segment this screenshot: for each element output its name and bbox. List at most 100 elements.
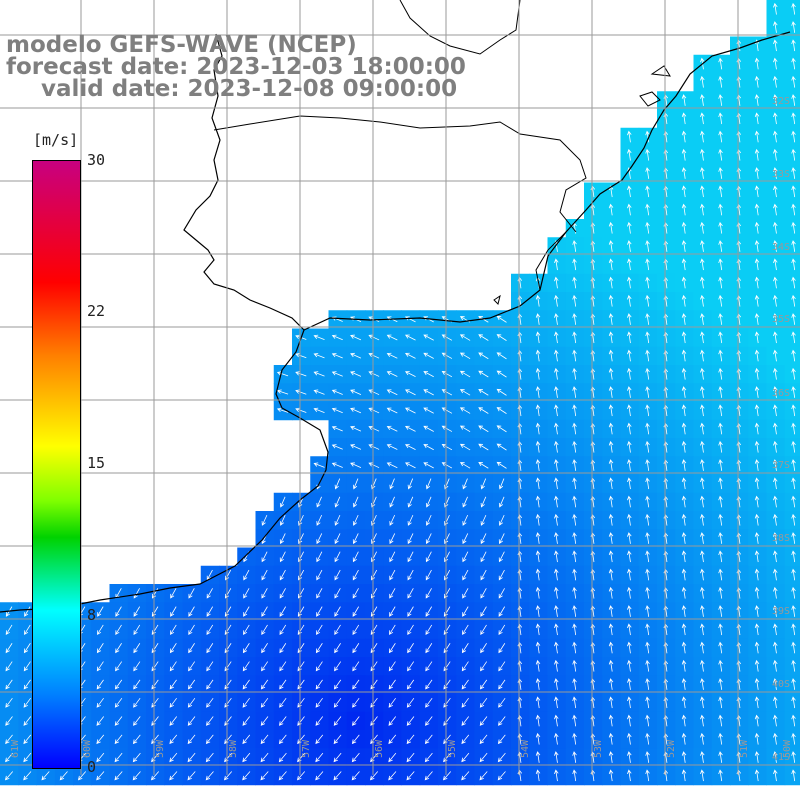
wind-arrow xyxy=(645,568,650,581)
wind-arrow xyxy=(681,440,687,453)
wind-arrow xyxy=(133,716,141,726)
wind-arrow xyxy=(459,407,471,414)
colorbar-tick: 0 xyxy=(87,758,97,776)
wind-arrow xyxy=(681,568,687,581)
wind-arrow xyxy=(334,606,341,617)
wind-arrow xyxy=(700,422,705,435)
wind-arrow xyxy=(681,751,687,763)
wind-arrow xyxy=(535,477,541,490)
wind-arrow xyxy=(334,514,341,526)
wind-arrow xyxy=(480,514,487,526)
wind-arrow xyxy=(96,643,104,654)
wind-arrow xyxy=(407,643,414,654)
wind-arrow xyxy=(459,443,471,451)
wind-arrow xyxy=(261,569,268,581)
wind-arrow xyxy=(754,769,760,782)
border-path xyxy=(213,0,587,233)
wind-arrow xyxy=(700,495,705,508)
wind-arrow xyxy=(608,386,614,398)
wind-arrow xyxy=(316,514,323,526)
wind-arrow xyxy=(478,407,489,414)
wind-arrow xyxy=(535,495,541,508)
wind-arrow xyxy=(333,716,342,726)
wind-arrow xyxy=(407,606,414,617)
wind-arrow xyxy=(406,716,415,726)
wind-arrow xyxy=(791,386,796,398)
wind-arrow xyxy=(791,21,796,33)
wind-arrow xyxy=(681,696,687,709)
wind-arrow xyxy=(645,258,650,271)
wind-arrow xyxy=(114,697,123,708)
wind-arrow xyxy=(645,641,650,654)
wind-arrow xyxy=(386,371,398,377)
wind-arrow xyxy=(350,389,362,395)
wind-arrow xyxy=(352,606,360,617)
wind-arrow xyxy=(718,57,723,70)
wind-arrow xyxy=(535,440,541,453)
wind-arrow xyxy=(754,477,760,490)
wind-arrow xyxy=(773,623,778,636)
wind-arrow xyxy=(170,624,177,636)
wind-arrow xyxy=(608,367,614,380)
wind-arrow xyxy=(681,459,687,471)
wind-arrow xyxy=(645,148,650,161)
wind-arrow xyxy=(773,714,778,727)
wind-arrow xyxy=(554,751,559,763)
wind-arrow xyxy=(773,440,778,453)
wind-arrow xyxy=(608,313,614,325)
wind-arrow xyxy=(754,313,760,325)
wind-arrow xyxy=(480,569,487,581)
wind-arrow xyxy=(754,276,760,289)
wind-arrow xyxy=(645,221,650,234)
wind-arrow xyxy=(627,732,632,745)
latitude-labels: 32S 33S 34S 35S 36S 37S 38S 39S 40S 41S xyxy=(772,96,790,763)
wind-arrow xyxy=(700,678,705,690)
wind-arrow xyxy=(206,643,214,654)
wind-arrow xyxy=(572,294,577,307)
lat-label: 34S xyxy=(772,242,790,253)
wind-arrow xyxy=(791,659,796,672)
wind-arrow xyxy=(754,130,760,143)
wind-arrow xyxy=(462,588,469,599)
wind-arrow xyxy=(718,75,723,88)
wind-arrow xyxy=(224,606,232,617)
wind-arrow xyxy=(627,623,632,636)
wind-arrow xyxy=(608,294,614,307)
wind-speed-cell xyxy=(784,255,800,275)
wind-arrow xyxy=(773,112,778,125)
wind-arrow xyxy=(627,659,632,672)
wind-arrow xyxy=(554,586,559,599)
wind-arrow xyxy=(368,462,380,469)
wind-arrow xyxy=(206,588,213,599)
wind-arrow xyxy=(535,641,541,654)
wind-arrow xyxy=(608,568,614,581)
wind-arrow xyxy=(608,258,614,271)
wind-arrow xyxy=(627,404,632,417)
wind-arrow xyxy=(298,588,305,599)
wind-vector-field xyxy=(4,2,796,782)
wind-arrow xyxy=(572,659,577,672)
wind-arrow xyxy=(754,714,760,727)
wind-arrow xyxy=(773,367,778,380)
wind-arrow xyxy=(187,697,196,708)
lat-label: 41S xyxy=(772,752,790,763)
wind-arrow xyxy=(535,313,541,325)
wind-arrow xyxy=(334,533,341,545)
wind-arrow xyxy=(627,130,632,143)
wind-arrow xyxy=(260,716,269,726)
wind-arrow xyxy=(389,551,396,563)
wind-arrow xyxy=(279,606,287,617)
wind-arrow xyxy=(407,551,414,563)
wind-arrow xyxy=(444,569,451,581)
wind-speed-cell xyxy=(784,693,800,713)
wind-arrow xyxy=(645,422,650,435)
wind-arrow xyxy=(187,734,196,745)
wind-arrow xyxy=(681,185,687,198)
wind-arrow xyxy=(24,606,31,617)
wind-speed-cell xyxy=(784,511,800,530)
wind-arrow xyxy=(773,313,778,325)
wind-arrow xyxy=(331,352,343,359)
wind-arrow xyxy=(441,334,453,341)
wind-arrow xyxy=(681,678,687,690)
wind-arrow xyxy=(773,39,778,52)
